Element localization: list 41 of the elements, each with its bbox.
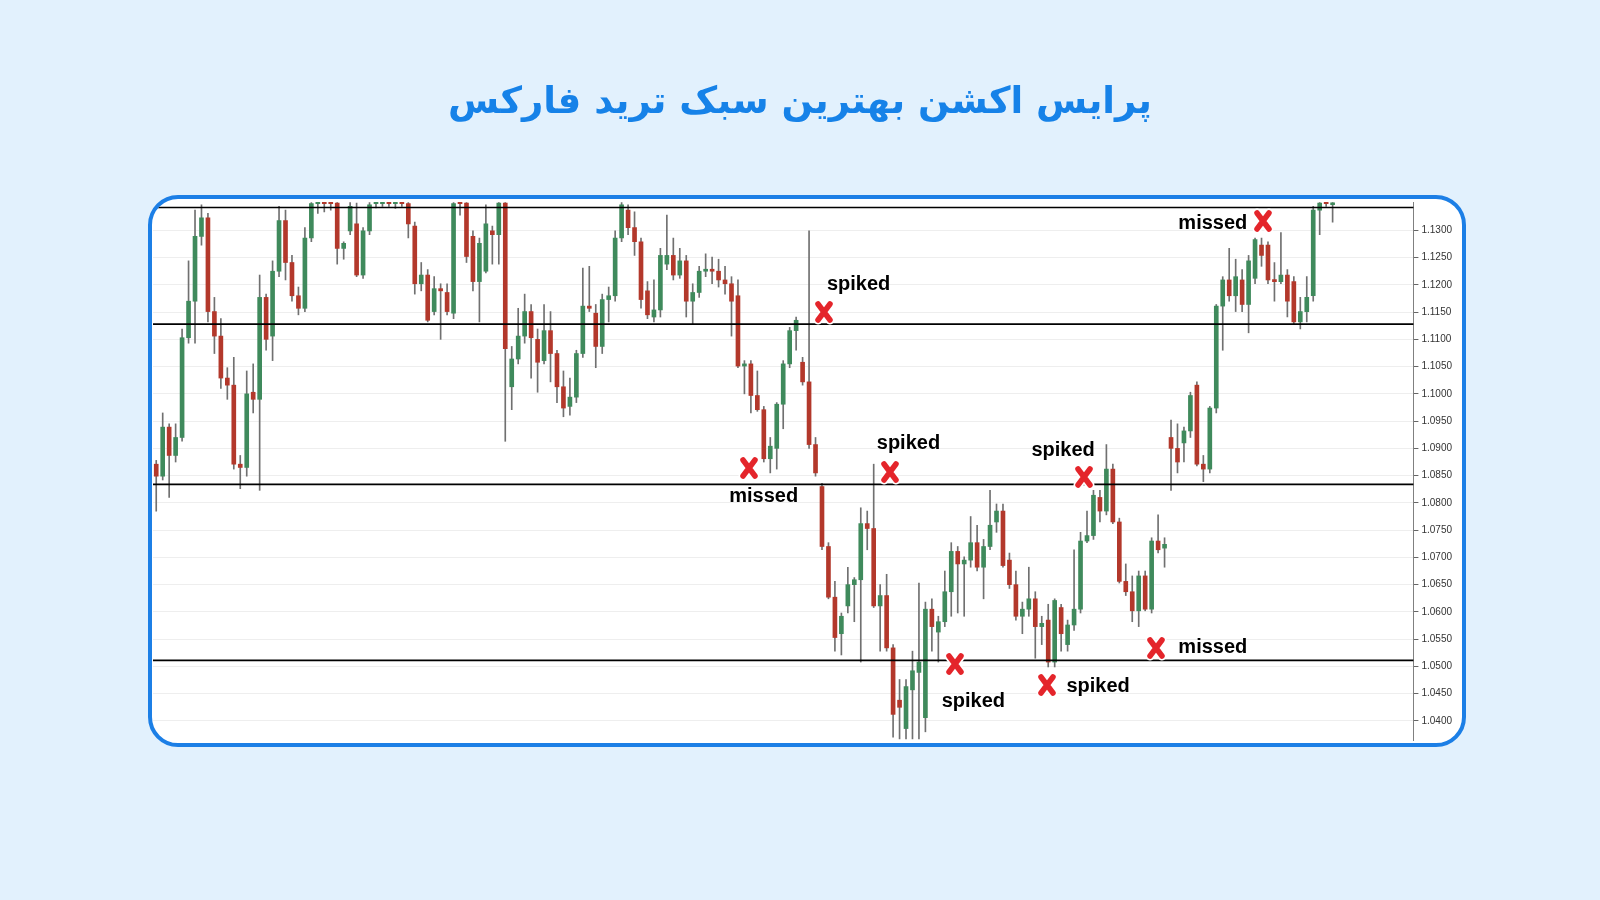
y-tick-label: 1.0550 [1421, 632, 1453, 644]
y-tick-label: 1.0900 [1421, 442, 1453, 454]
candlestick [1039, 615, 1045, 645]
y-tick-label: 1.0500 [1421, 660, 1453, 672]
y-tick-label: 1.1100 [1421, 333, 1452, 345]
candlestick [586, 265, 592, 312]
chart-title: پرایس اکشن بهترین سبک ترید فارکس [447, 78, 1153, 124]
y-tick-label: 1.0850 [1421, 469, 1453, 481]
annotation: spiked [826, 272, 891, 295]
y-tick-label: 1.0950 [1421, 414, 1453, 426]
candlestick [1026, 566, 1032, 617]
y-tick-label: 1.1250 [1421, 251, 1453, 263]
y-tick-label: 1.0800 [1421, 496, 1453, 508]
candlestick [955, 546, 961, 614]
y-tick-label: 1.0750 [1421, 523, 1453, 535]
annotation: spiked [1031, 438, 1095, 461]
y-tick-label: 1.1200 [1421, 278, 1453, 290]
annotation: spiked [1066, 673, 1130, 696]
y-tick-label: 1.1050 [1421, 360, 1453, 372]
candlestick [851, 577, 857, 623]
y-tick-label: 1.0600 [1421, 605, 1453, 617]
y-tick-label: 1.0450 [1421, 687, 1453, 699]
y-tick-label: 1.0700 [1421, 551, 1453, 563]
y-tick-label: 1.1300 [1421, 224, 1453, 236]
candlestick [315, 202, 321, 214]
candlestick [709, 256, 715, 285]
y-tick-label: 1.0400 [1421, 714, 1453, 726]
candlestick [961, 556, 967, 617]
y-tick-label: 1.1150 [1421, 305, 1452, 317]
y-tick-label: 1.0650 [1421, 578, 1453, 590]
candlestick [606, 286, 612, 323]
candlestick [864, 510, 870, 551]
candlestick [237, 455, 243, 490]
annotation: spiked [941, 688, 1005, 711]
y-tick-label: 1.1000 [1421, 387, 1453, 399]
candlestick [1317, 202, 1323, 236]
annotation: missed [1178, 211, 1248, 234]
annotation: spiked [876, 431, 941, 454]
annotation: missed [1178, 635, 1248, 658]
annotation: missed [729, 483, 799, 506]
candlestick [250, 363, 256, 414]
